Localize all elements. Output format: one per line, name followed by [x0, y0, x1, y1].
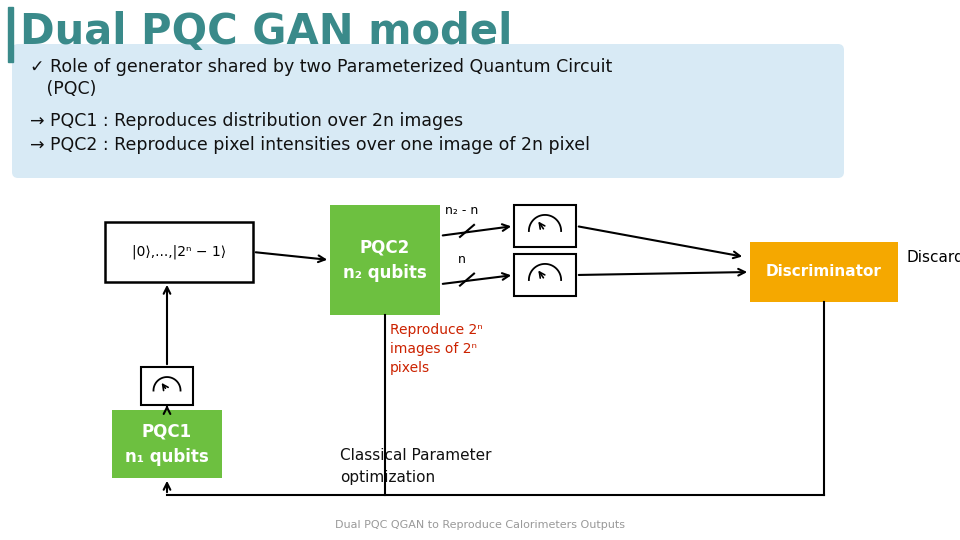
Text: n₂ - n: n₂ - n — [445, 204, 479, 217]
Text: ✓ Role of generator shared by two Parameterized Quantum Circuit: ✓ Role of generator shared by two Parame… — [30, 58, 612, 76]
Bar — [514, 205, 576, 247]
Bar — [141, 367, 193, 405]
Text: optimization: optimization — [340, 470, 435, 485]
Text: |0⟩,...,|2ⁿ − 1⟩: |0⟩,...,|2ⁿ − 1⟩ — [132, 245, 226, 259]
Bar — [750, 242, 898, 302]
Bar — [330, 205, 440, 315]
FancyBboxPatch shape — [12, 44, 844, 178]
Text: PQC2
n₂ qubits: PQC2 n₂ qubits — [343, 239, 427, 281]
Bar — [8, 7, 13, 62]
Text: → PQC2 : Reproduce pixel intensities over one image of 2n pixel: → PQC2 : Reproduce pixel intensities ove… — [30, 136, 590, 154]
Bar — [105, 222, 253, 282]
Text: PQC1
n₁ qubits: PQC1 n₁ qubits — [125, 422, 209, 465]
Text: (PQC): (PQC) — [30, 80, 96, 98]
Text: Reproduce 2ⁿ
images of 2ⁿ
pixels: Reproduce 2ⁿ images of 2ⁿ pixels — [390, 323, 483, 375]
Bar — [112, 410, 222, 478]
Text: n: n — [458, 253, 466, 266]
Text: Dual PQC GAN model: Dual PQC GAN model — [20, 11, 513, 53]
Text: Discard: Discard — [906, 249, 960, 265]
Bar — [514, 254, 576, 296]
Text: Discriminator: Discriminator — [766, 265, 882, 280]
Text: Classical Parameter: Classical Parameter — [340, 448, 492, 463]
Text: → PQC1 : Reproduces distribution over 2n images: → PQC1 : Reproduces distribution over 2n… — [30, 112, 463, 130]
Text: Dual PQC QGAN to Reproduce Calorimeters Outputs: Dual PQC QGAN to Reproduce Calorimeters … — [335, 520, 625, 530]
